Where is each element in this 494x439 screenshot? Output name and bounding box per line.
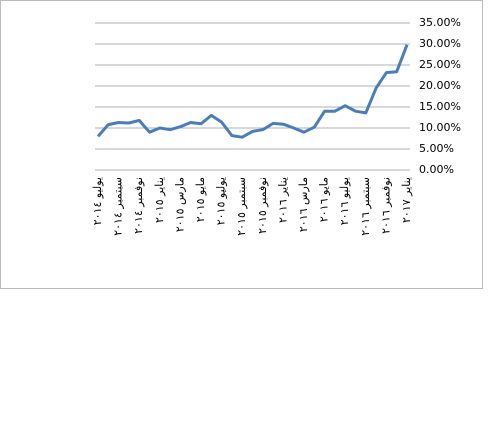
x-tick-label: مايو ٢٠١٦ [318,177,331,222]
x-tick-label: مارس ٢٠١٥ [173,177,186,232]
x-tick-label: مارس ٢٠١٦ [297,177,310,232]
y-tick-label: 25.00% [419,58,461,71]
y-tick-label: 10.00% [419,121,461,134]
chart-frame [0,0,483,289]
x-tick-label: مايو ٢٠١٥ [194,177,207,222]
x-tick-label: سبتمبر ٢٠١٥ [235,177,248,236]
x-tick-label: يوليو ٢٠١٦ [338,177,351,225]
x-tick-label: يناير ٢٠١٥ [153,177,166,223]
y-tick-label: 35.00% [419,16,461,29]
x-tick-label: يوليو ٢٠١٤ [91,177,104,225]
y-tick-label: 20.00% [419,79,461,92]
x-tick-label: يناير ٢٠١٧ [400,177,413,223]
y-tick-label: 5.00% [419,142,454,155]
data-line [96,44,409,139]
x-tick-label: نوفمبر ٢٠١٥ [256,177,269,234]
x-tick-label: سبتمبر ٢٠١٦ [359,177,372,236]
y-tick-label: 30.00% [419,37,461,50]
x-tick-label: نوفمبر ٢٠١٤ [132,177,145,234]
x-tick-label: يوليو ٢٠١٥ [215,177,228,225]
y-tick-label: 15.00% [419,100,461,113]
x-tick-label: سبتمبر ٢٠١٤ [112,177,125,236]
y-tick-label: 0.00% [419,163,454,176]
x-tick-label: نوفمبر ٢٠١٦ [379,177,392,234]
x-tick-label: يناير ٢٠١٦ [276,177,289,223]
